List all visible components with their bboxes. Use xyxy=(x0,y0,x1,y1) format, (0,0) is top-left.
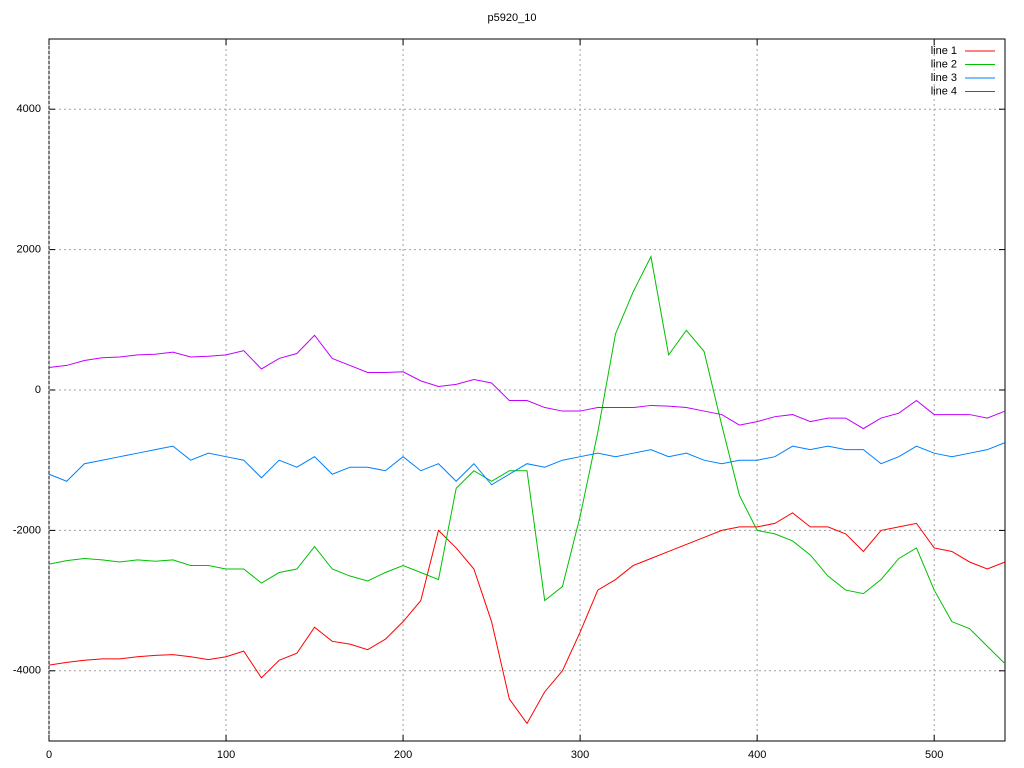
x-tick-label: 200 xyxy=(394,749,412,761)
data-line xyxy=(48,255,1006,665)
legend-label: line 1 xyxy=(931,45,957,57)
x-tick-label: 400 xyxy=(748,749,766,761)
legend-label: line 3 xyxy=(931,72,957,84)
legend-label: line 2 xyxy=(931,58,957,70)
data-line xyxy=(48,442,1006,486)
legend-label: line 4 xyxy=(931,85,957,97)
plot-frame xyxy=(48,38,1006,742)
y-tick-label: -2000 xyxy=(13,524,41,536)
y-tick-label: 2000 xyxy=(17,244,41,256)
y-tick-label: -4000 xyxy=(13,665,41,677)
x-tick-label: 300 xyxy=(571,749,589,761)
x-tick-label: 500 xyxy=(925,749,943,761)
data-line xyxy=(48,512,1006,725)
chart-title: p5920_10 xyxy=(488,12,537,24)
x-tick-label: 0 xyxy=(46,749,52,761)
data-line xyxy=(48,334,1006,430)
y-tick-label: 4000 xyxy=(17,103,41,115)
y-tick-label: 0 xyxy=(35,384,41,396)
x-tick-label: 100 xyxy=(217,749,235,761)
